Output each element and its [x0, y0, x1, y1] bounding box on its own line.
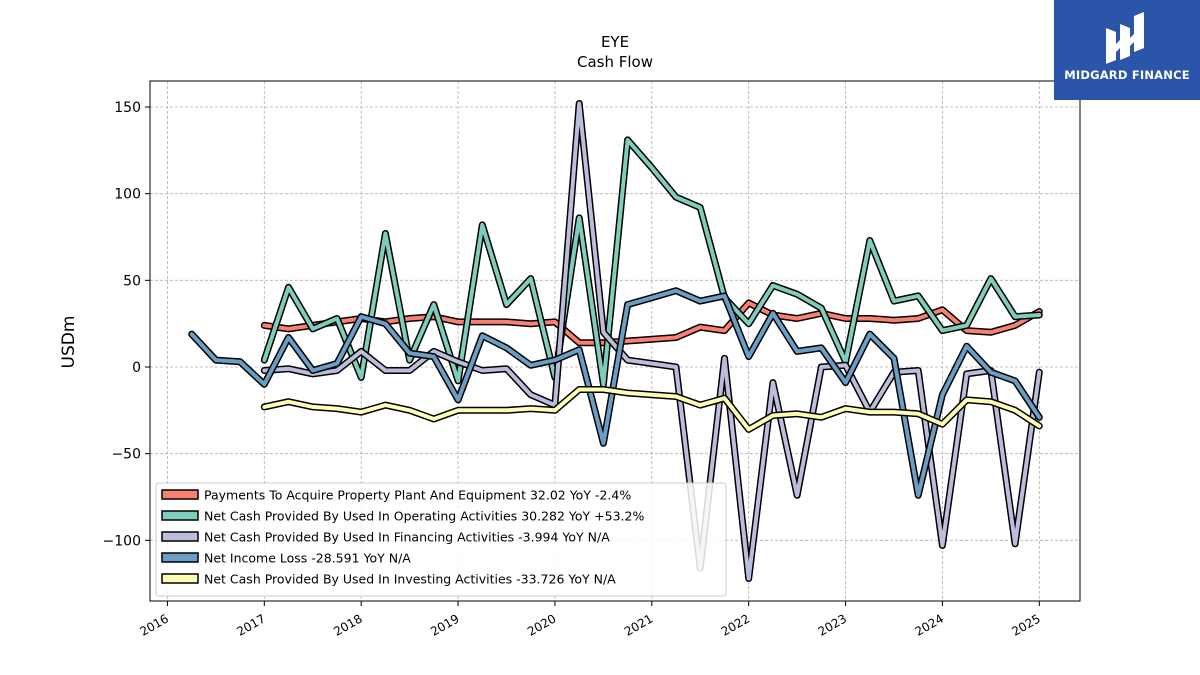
chart-subtitle: Cash Flow — [577, 53, 653, 71]
x-tick-label: 2021 — [622, 611, 655, 638]
y-axis-label: USDm — [59, 316, 79, 369]
series-line-4 — [262, 387, 1042, 432]
series-line-1 — [262, 137, 1042, 387]
legend-swatch — [161, 510, 199, 521]
x-tick-label: 2022 — [719, 611, 752, 638]
chart-title: EYE — [601, 33, 629, 51]
series-line-3 — [189, 288, 1042, 498]
legend-swatch — [161, 489, 199, 500]
logo-text: MIDGARD FINANCE — [1064, 68, 1190, 82]
y-tick-label: 0 — [132, 360, 141, 376]
legend-label: Payments To Acquire Property Plant And E… — [204, 488, 631, 503]
legend-box — [155, 482, 727, 597]
plot-frame — [149, 80, 1081, 602]
x-tick-label: 2020 — [525, 611, 558, 638]
x-tick-label: 2024 — [912, 611, 945, 638]
legend-label: Net Cash Provided By Used In Financing A… — [204, 530, 610, 545]
x-tick-label: 2025 — [1009, 611, 1042, 638]
logo-mark-icon — [1106, 12, 1144, 64]
legend: Payments To Acquire Property Plant And E… — [155, 482, 727, 597]
legend-swatch — [161, 552, 199, 563]
x-tick-label: 2016 — [137, 611, 170, 638]
y-tick-label: −50 — [111, 447, 141, 463]
plot-area — [188, 100, 1043, 582]
legend-swatch — [161, 531, 199, 542]
series-line-0 — [262, 300, 1042, 345]
x-tick-label: 2019 — [428, 611, 461, 638]
legend-label: Net Cash Provided By Used In Investing A… — [204, 572, 616, 587]
y-tick-label: 50 — [123, 273, 141, 289]
y-axis-ticks: 150 100 50 0 −50 −100 — [103, 100, 150, 549]
y-tick-label: 100 — [114, 187, 141, 203]
midgard-finance-logo: MIDGARD FINANCE — [1054, 0, 1200, 100]
legend-label: Net Income Loss -28.591 YoY N/A — [204, 551, 411, 566]
y-tick-label: 150 — [114, 100, 141, 116]
x-tick-label: 2017 — [234, 611, 267, 638]
series-line-2 — [262, 101, 1042, 581]
y-tick-label: −100 — [103, 533, 141, 549]
legend-label: Net Cash Provided By Used In Operating A… — [204, 509, 644, 524]
x-tick-label: 2018 — [331, 611, 364, 638]
legend-swatch — [161, 573, 199, 584]
x-axis-ticks: 2016 2017 2018 2019 2020 2021 2022 2023 2024 2025 — [137, 601, 1043, 639]
x-tick-label: 2023 — [816, 611, 849, 638]
